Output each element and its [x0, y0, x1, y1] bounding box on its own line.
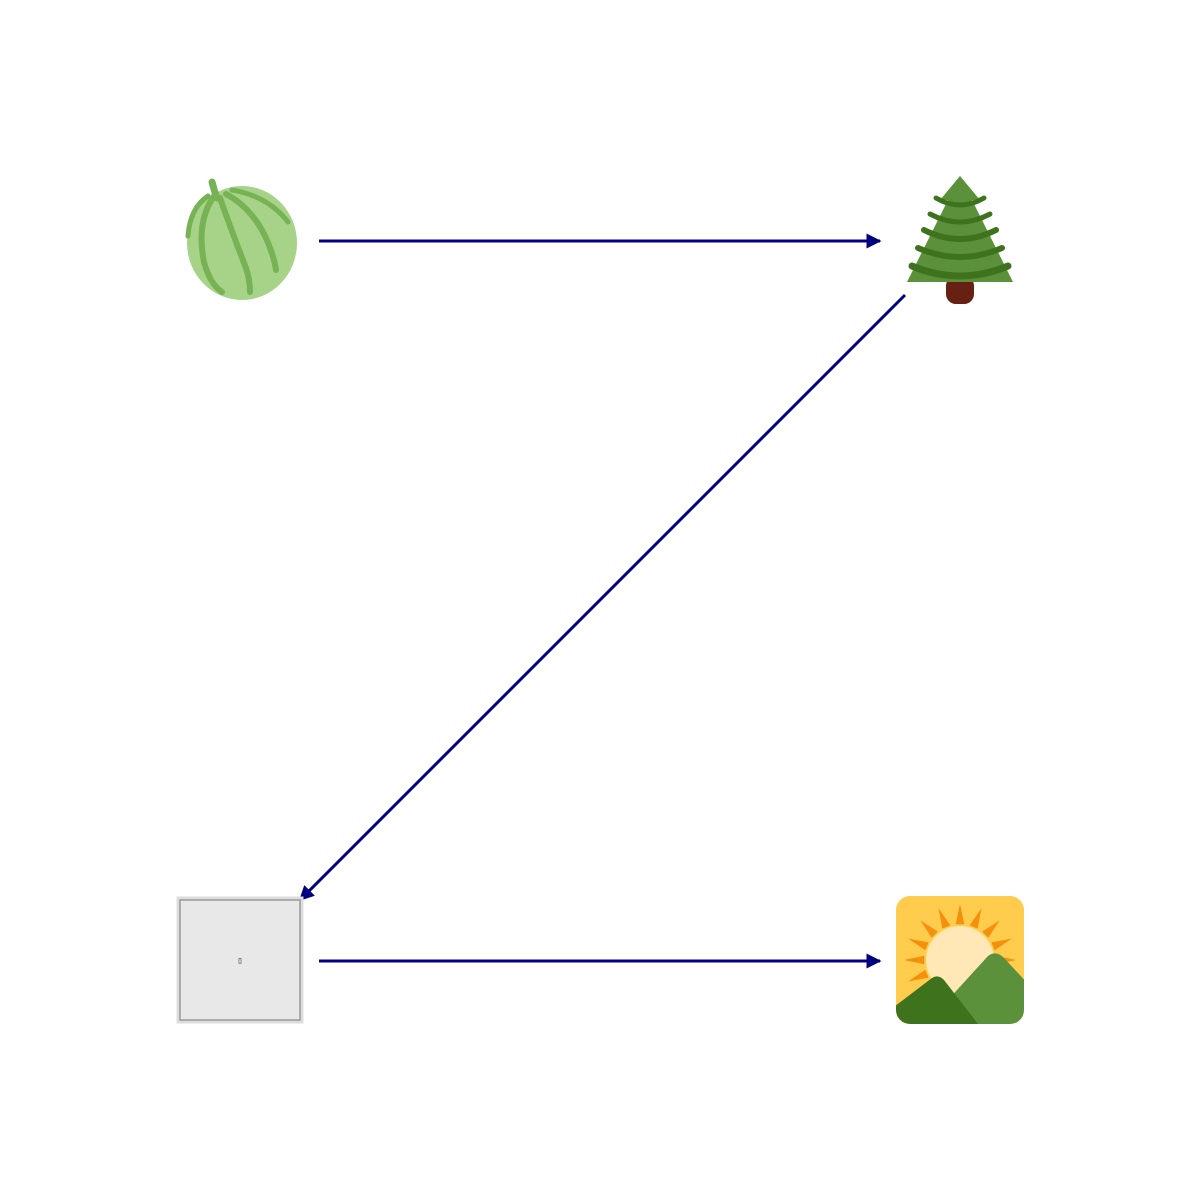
sun-ray — [955, 904, 965, 925]
sun-ray — [991, 938, 1012, 951]
missing-image-placeholder-icon: ▯ — [176, 896, 304, 1024]
sun-ray — [908, 938, 929, 951]
sun-ray — [938, 908, 951, 929]
arrow-tree-to-placeholder — [298, 293, 907, 902]
sun-ray — [969, 908, 982, 929]
sun-ray — [982, 920, 1000, 938]
missing-glyph: ▯ — [237, 956, 242, 966]
sun-ray — [908, 969, 929, 982]
sun-ray — [904, 955, 925, 965]
sun-ray — [920, 920, 938, 938]
evergreen-tree-icon — [907, 176, 1013, 304]
melon-icon — [185, 178, 297, 300]
sunrise-over-mountains-icon — [896, 896, 1024, 1024]
